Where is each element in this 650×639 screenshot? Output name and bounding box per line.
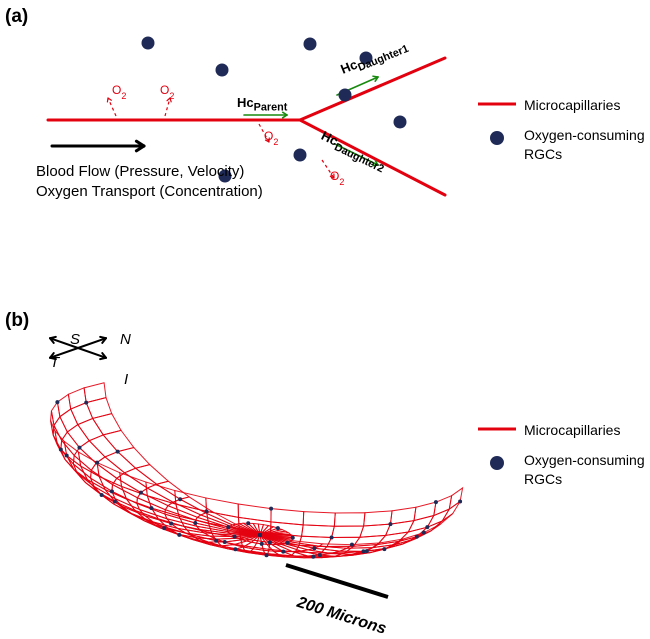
legend-b-item2: Oxygen-consuming RGCs — [524, 451, 645, 489]
panel-b-legend-swatches — [0, 0, 650, 631]
legend-b-item1: Microcapillaries — [524, 421, 620, 440]
